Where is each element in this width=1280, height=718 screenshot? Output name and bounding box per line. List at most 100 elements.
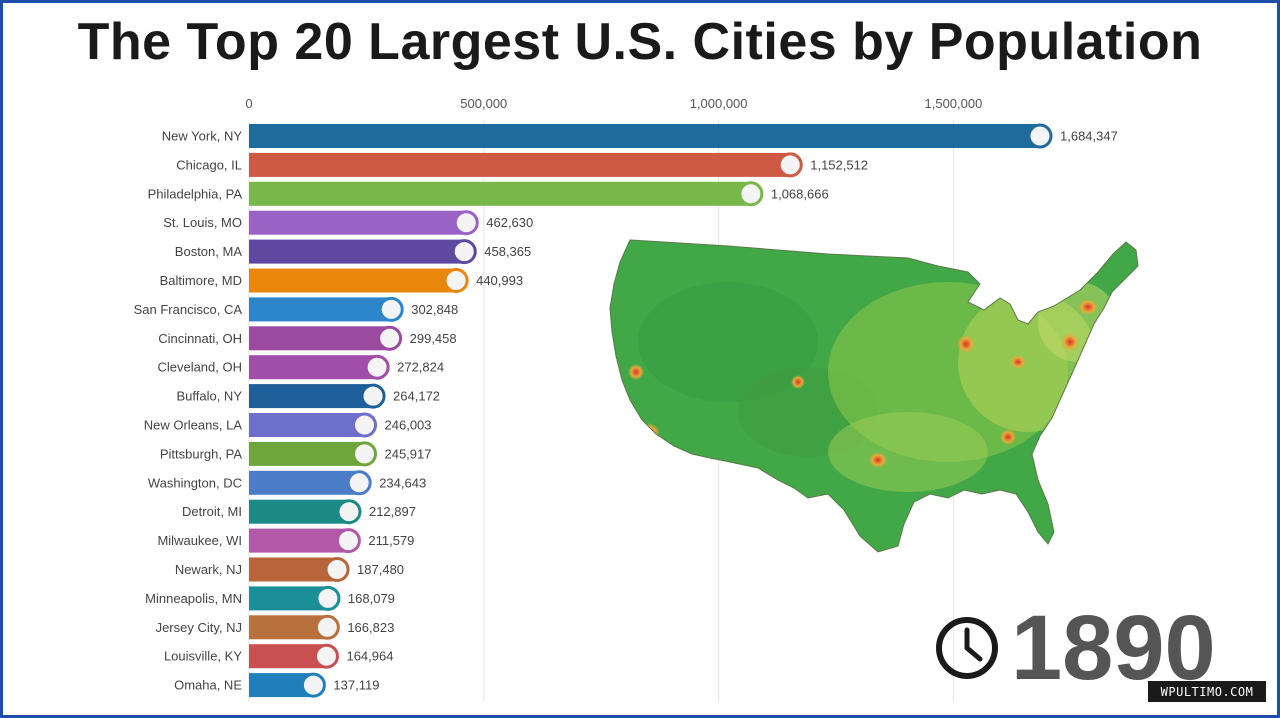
bar-row: Milwaukee, WI 211,579 xyxy=(157,528,414,554)
bar-row: Omaha, NE 137,119 xyxy=(174,672,379,698)
category-label: New Orleans, LA xyxy=(144,418,243,433)
chart-title: The Top 20 Largest U.S. Cities by Popula… xyxy=(77,13,1203,71)
bar xyxy=(249,210,467,235)
bar-row: New York, NY 1,684,347 xyxy=(162,123,1118,149)
city-flag-badge xyxy=(451,239,477,265)
value-label: 1,068,666 xyxy=(771,186,829,201)
category-label: Buffalo, NY xyxy=(176,389,242,404)
x-tick-label: 0 xyxy=(245,96,252,111)
bar-row: San Francisco, CA 302,848 xyxy=(134,296,458,322)
bar xyxy=(249,152,791,177)
bar-row: New Orleans, LA 246,003 xyxy=(144,412,432,438)
value-label: 137,119 xyxy=(333,678,379,693)
category-label: Philadelphia, PA xyxy=(148,186,243,201)
bar xyxy=(249,268,457,293)
value-label: 1,152,512 xyxy=(810,157,868,172)
city-flag-badge xyxy=(300,672,326,698)
bar-row: Detroit, MI 212,897 xyxy=(182,499,416,525)
bar-row: Chicago, IL 1,152,512 xyxy=(176,152,868,178)
bar-chart: 0 500,000 1,000,000 1,500,000 New York, NY 1… xyxy=(134,96,1118,702)
value-label: 187,480 xyxy=(357,562,404,577)
bar xyxy=(249,239,465,264)
city-flag-badge xyxy=(360,383,386,409)
category-label: Milwaukee, WI xyxy=(157,533,242,548)
city-flag-badge xyxy=(378,296,404,322)
bar-row: St. Louis, MO 462,630 xyxy=(163,210,533,236)
category-label: Detroit, MI xyxy=(182,504,242,519)
value-label: 234,643 xyxy=(379,475,426,490)
category-label: Boston, MA xyxy=(175,244,243,259)
category-label: Jersey City, NJ xyxy=(156,620,242,635)
bar xyxy=(249,586,328,611)
city-flag-badge xyxy=(364,354,390,380)
bar-row: Jersey City, NJ 166,823 xyxy=(156,614,394,640)
category-label: Pittsburgh, PA xyxy=(160,446,242,461)
city-flag-badge xyxy=(377,325,403,351)
city-flag-badge xyxy=(335,528,361,554)
us-population-map xyxy=(609,239,1139,553)
x-tick-label: 500,000 xyxy=(460,96,507,111)
value-label: 211,579 xyxy=(368,533,414,548)
category-label: Cincinnati, OH xyxy=(158,331,242,346)
bar xyxy=(249,124,1040,148)
value-label: 272,824 xyxy=(397,360,444,375)
city-flag-badge xyxy=(738,181,764,207)
bar xyxy=(249,470,360,495)
bar xyxy=(249,297,392,322)
value-label: 212,897 xyxy=(369,504,416,519)
year-indicator: 1890 xyxy=(933,598,1216,698)
city-flag-badge xyxy=(352,412,378,438)
city-flag-badge xyxy=(443,268,469,293)
value-label: 246,003 xyxy=(385,418,432,433)
bar-row: Newark, NJ 187,480 xyxy=(175,557,404,582)
bar xyxy=(249,528,349,553)
city-flag-badge xyxy=(453,210,479,236)
bar-row: Philadelphia, PA 1,068,666 xyxy=(148,181,829,207)
bars: New York, NY 1,684,347 Chicago, IL 1,152,51… xyxy=(134,123,1118,698)
bar xyxy=(249,181,751,206)
city-flag-badge xyxy=(1027,123,1053,149)
category-label: Baltimore, MD xyxy=(160,273,242,288)
category-label: San Francisco, CA xyxy=(134,302,243,317)
value-label: 164,964 xyxy=(346,649,393,664)
bar xyxy=(249,355,378,380)
value-label: 166,823 xyxy=(347,620,394,635)
category-label: Washington, DC xyxy=(148,475,242,490)
value-label: 462,630 xyxy=(486,215,533,230)
value-label: 458,365 xyxy=(484,244,531,259)
city-flag-badge xyxy=(313,643,339,669)
bar-row: Cincinnati, OH 299,458 xyxy=(158,325,457,351)
city-flag-badge xyxy=(336,499,362,525)
category-label: Omaha, NE xyxy=(174,678,242,693)
category-label: Cleveland, OH xyxy=(157,360,242,375)
bar xyxy=(249,615,328,640)
category-label: Louisville, KY xyxy=(164,649,242,664)
category-label: Minneapolis, MN xyxy=(145,591,242,606)
value-label: 245,917 xyxy=(384,446,431,461)
bar-row: Boston, MA 458,365 xyxy=(175,239,531,265)
category-label: Newark, NJ xyxy=(175,562,242,577)
city-flag-badge xyxy=(777,152,803,178)
value-label: 168,079 xyxy=(348,591,395,606)
bar xyxy=(249,441,365,466)
category-label: New York, NY xyxy=(162,129,243,144)
category-label: St. Louis, MO xyxy=(163,215,242,230)
city-flag-badge xyxy=(314,614,340,640)
bar-row: Buffalo, NY 264,172 xyxy=(176,383,440,409)
x-tick-label: 1,000,000 xyxy=(690,96,748,111)
bar xyxy=(249,557,338,582)
bar-row: Baltimore, MD 440,993 xyxy=(160,268,523,293)
bar xyxy=(249,384,374,409)
city-flag-badge xyxy=(324,557,350,582)
bar-row: Washington, DC 234,643 xyxy=(148,470,426,496)
bar-row: Louisville, KY 164,964 xyxy=(164,643,393,669)
category-label: Chicago, IL xyxy=(176,157,242,172)
value-label: 302,848 xyxy=(411,302,458,317)
value-label: 264,172 xyxy=(393,389,440,404)
bar xyxy=(249,499,349,524)
value-label: 440,993 xyxy=(476,273,523,288)
bar-row: Pittsburgh, PA 245,917 xyxy=(160,441,431,467)
city-flag-badge xyxy=(315,585,341,611)
watermark: WPULTIMO.COM xyxy=(1148,681,1266,702)
city-flag-badge xyxy=(346,470,372,496)
